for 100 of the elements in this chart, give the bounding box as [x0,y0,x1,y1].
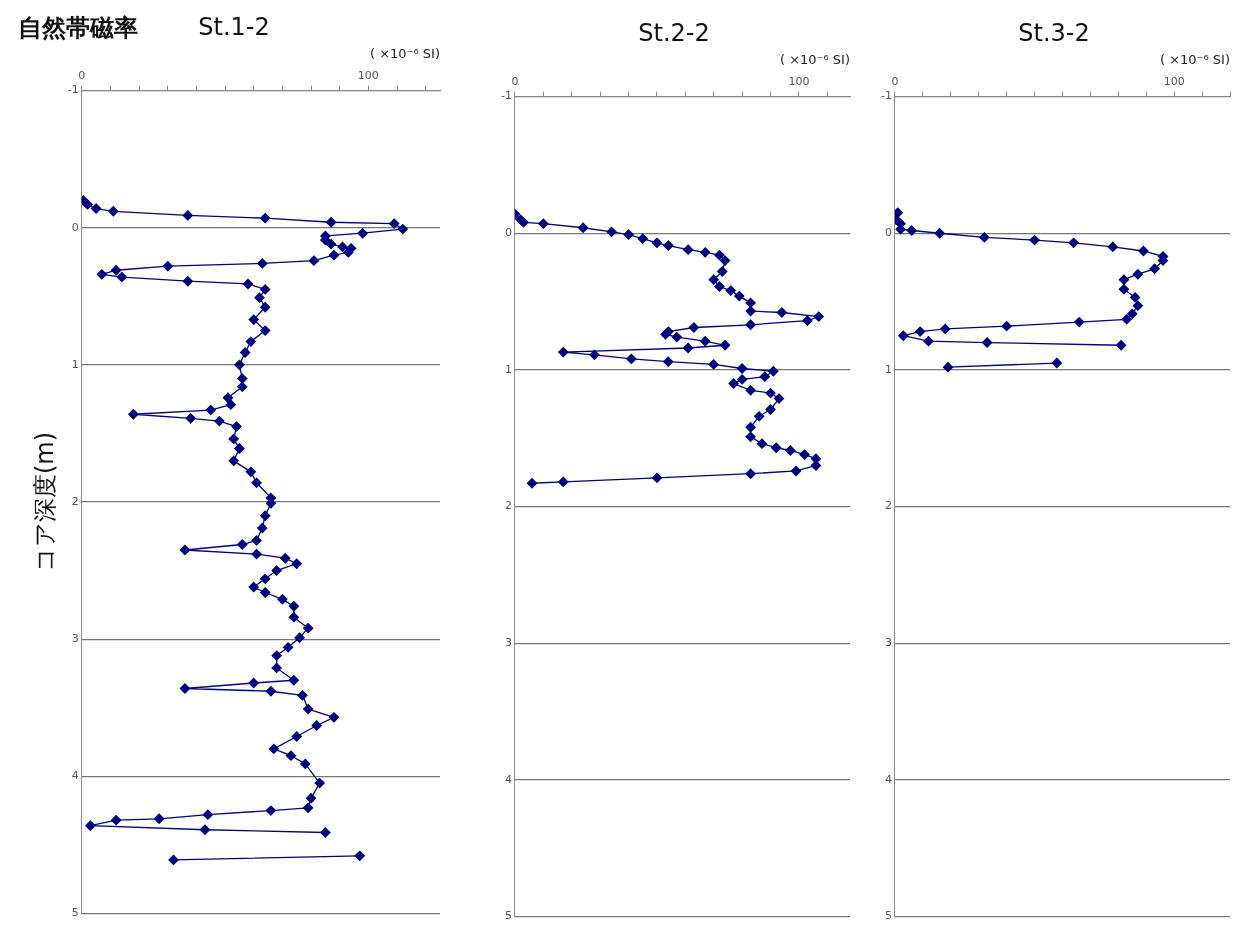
point [1115,340,1127,351]
point [981,337,993,348]
y-tick-label: 2 [884,499,892,513]
point [745,431,756,442]
point [979,232,990,243]
point [558,476,569,488]
point [1149,263,1160,274]
point [1129,292,1141,303]
point [589,349,600,360]
point [736,374,748,385]
point [725,285,736,296]
y-tick-label: 2 [504,499,512,513]
point [771,442,782,453]
point [1132,269,1144,280]
point [813,311,824,322]
point [728,378,739,389]
y-tick-label: 3 [71,631,79,645]
point [768,366,779,377]
point [606,226,617,238]
y-tick-label: 1 [884,362,892,376]
x-tick-label: 100 [1163,74,1185,88]
point [914,326,926,337]
chart-title: St.1-2 [198,12,270,41]
point [934,228,945,239]
y-tick-label: 4 [71,769,79,783]
point [765,387,776,399]
point [790,465,802,477]
point [906,225,917,236]
point [708,359,719,370]
point [719,340,731,351]
chart-title: St.2-2 [638,18,710,47]
point [1051,357,1063,369]
point [577,222,589,233]
y-tick-label: 4 [504,772,512,786]
point [683,244,694,255]
y-tick-label: 5 [884,909,892,923]
point [714,249,725,261]
point [799,449,810,460]
x-axis-title: ( ×10⁻⁶ SI) [779,51,850,67]
point [623,229,634,240]
point [700,336,711,347]
point [776,307,788,318]
point [753,411,765,422]
chart-title: St.3-2 [1018,18,1090,47]
y-tick-label: 1 [71,357,79,371]
point [708,274,719,285]
text: 自然帯磁率 [18,13,138,44]
y-tick-label: 5 [504,909,512,923]
point [1029,234,1040,246]
x-tick-label: 100 [788,74,810,88]
point [1127,308,1138,319]
point [663,356,674,367]
y-tick-label: -1 [67,83,79,97]
point [526,478,538,489]
x-axis-title: ( ×10⁻⁶ SI) [1159,51,1230,67]
y-tick-label: -1 [501,89,512,103]
point [651,472,663,483]
y-tick-label: 5 [71,906,79,920]
point [558,346,569,358]
point [688,322,699,333]
point [1107,241,1118,253]
x-tick-label: 100 [357,68,379,82]
point [745,468,756,479]
point [1001,320,1012,332]
point [785,445,796,456]
point [637,233,648,244]
point [683,342,694,354]
point [942,361,954,373]
point [756,438,768,449]
y-tick-label: 3 [884,635,892,649]
point [736,363,748,374]
point [1118,284,1130,295]
point [745,385,756,396]
point [894,207,903,218]
point [1121,314,1132,325]
point [714,281,725,292]
point [663,240,674,251]
point [717,266,728,277]
point [759,371,770,382]
point [1132,300,1144,311]
y-tick-label: -1 [881,89,892,103]
point [626,353,637,365]
y-tick-label: 4 [884,772,892,786]
point [1068,237,1079,248]
point [1074,316,1085,328]
point [940,323,951,335]
point [538,218,549,229]
point [745,422,756,433]
point [1118,274,1130,285]
point [651,237,663,248]
y-tick-label: 0 [884,226,892,240]
x-axis-title: ( ×10⁻⁶ SI) [369,45,440,61]
point [898,330,909,341]
point [745,319,756,330]
y-axis-title: コア深度(m) [30,431,59,573]
point [734,290,745,302]
y-tick-label: 1 [504,362,512,376]
point [923,336,934,347]
y-tick-label: 3 [504,635,512,649]
point [671,331,682,343]
